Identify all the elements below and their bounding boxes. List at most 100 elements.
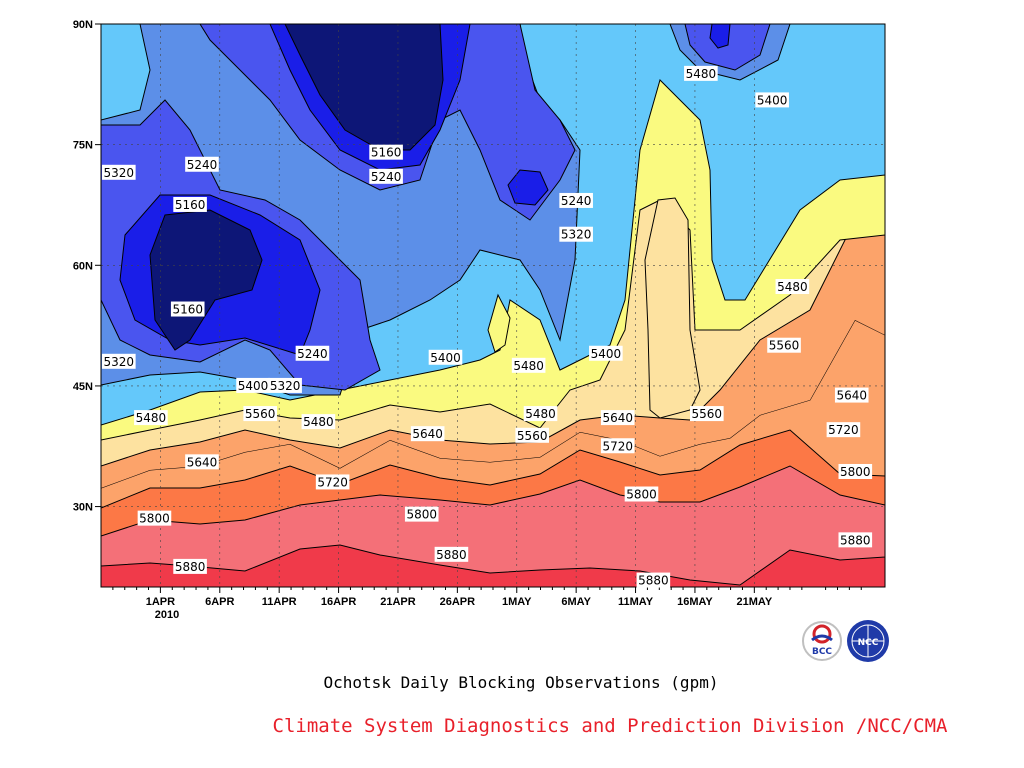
cell-5240-26apr [507, 169, 549, 206]
ncc-logo: NCC [847, 620, 889, 662]
contour-label: 5480 [523, 406, 558, 422]
contour-label-text: 5480 [525, 407, 556, 421]
y-axis: 30N 45N 60N 75N 90N [73, 19, 101, 514]
contour-label: 5640 [834, 387, 869, 403]
contour-label-text: 5720 [317, 475, 348, 489]
x-tick-label: 1MAY [502, 596, 532, 608]
contour-label-bg [134, 410, 168, 426]
contour-label: 5880 [173, 558, 207, 574]
contour-label: 5640 [600, 410, 635, 426]
contour-label: 5880 [434, 546, 469, 562]
x-tick-label: 6APR [205, 596, 234, 608]
contour-label-bg [170, 301, 205, 317]
contour-label-text: 5400 [591, 347, 622, 361]
contour-label-bg [301, 414, 336, 430]
contour-label-text: 5880 [175, 560, 206, 574]
contour-label-text: 5320 [104, 355, 135, 369]
contour-label-bg [268, 377, 302, 393]
contour-label-bg [185, 156, 219, 172]
contour-label-text: 5400 [757, 93, 788, 107]
ncc-logo-label: NCC [858, 638, 879, 648]
contour-label: 5560 [243, 406, 277, 422]
cell-upper-left-5400 [101, 24, 151, 121]
contour-label-bg [173, 558, 207, 574]
contour-label-bg [434, 546, 469, 562]
y-tick-label: 60N [73, 260, 93, 272]
contour-label: 5880 [838, 532, 873, 548]
contour-label-text: 5880 [436, 548, 467, 562]
chart-title: Ochotsk Daily Blocking Observations (gpm… [324, 673, 719, 692]
contour-label-text: 5800 [626, 488, 657, 502]
contour-label-bg [559, 192, 593, 208]
contour-label-bg [589, 345, 623, 361]
contour-label: 5240 [185, 156, 219, 172]
contour-label: 5240 [295, 345, 330, 361]
contour-label: 5240 [559, 192, 593, 208]
contour-label-bg [102, 353, 136, 369]
contour-label: 5400 [236, 377, 270, 393]
x-tick-label: 11MAY [618, 596, 654, 608]
contour-label-text: 5160 [172, 303, 203, 317]
contour-label-text: 5400 [238, 379, 269, 393]
bcc-logo-label: BCC [812, 647, 832, 657]
contour-label-bg [315, 474, 350, 490]
y-tick-label: 90N [73, 19, 93, 31]
contour-label: 5880 [636, 572, 671, 588]
contour-label: 5240 [369, 168, 403, 184]
contour-label: 5640 [185, 454, 219, 470]
y-tick-label: 45N [73, 381, 93, 393]
contour-label: 5640 [410, 426, 445, 442]
contour-label-text: 5400 [430, 351, 461, 365]
x-tick-label: 1APR [146, 596, 175, 608]
contour-label: 5800 [624, 486, 659, 502]
contour-label-text: 5240 [297, 347, 328, 361]
contour-label: 5560 [515, 427, 549, 443]
contour-label-text: 5880 [840, 533, 871, 547]
contour-label-text: 5320 [104, 166, 135, 180]
contour-label: 5400 [755, 92, 789, 108]
x-tick-label: 26APR [440, 596, 476, 608]
y-tick-label: 30N [73, 502, 93, 514]
x-tick-label: 21APR [380, 596, 416, 608]
contour-label: 5560 [767, 337, 801, 353]
contour-label: 5320 [102, 353, 136, 369]
contour-label-bg [767, 337, 801, 353]
contour-label-text: 5800 [139, 512, 170, 526]
contour-label-bg [404, 506, 439, 522]
contour-label-text: 5560 [769, 339, 800, 353]
credit-line: Climate System Diagnostics and Predictio… [273, 715, 948, 737]
contour-label-bg [600, 438, 635, 454]
contour-label-bg [838, 463, 873, 479]
contour-label: 5480 [134, 410, 168, 426]
contour-label-bg [755, 92, 789, 108]
contour-label-text: 5480 [777, 280, 808, 294]
contour-label-bg [243, 406, 277, 422]
contour-label: 5160 [170, 301, 205, 317]
cell-upper-right-5240 [709, 24, 731, 49]
contour-label-bg [600, 410, 635, 426]
contour-label-bg [369, 144, 403, 160]
contour-label: 5480 [301, 414, 336, 430]
contour-label-text: 5480 [686, 67, 717, 81]
contour-label-text: 5240 [187, 158, 218, 172]
cell-5480-26apr [487, 293, 511, 353]
contour-label: 5720 [600, 438, 635, 454]
contour-label-bg [515, 427, 549, 443]
contour-label-text: 5560 [245, 407, 276, 421]
contour-label-bg [636, 572, 671, 588]
contour-label-text: 5480 [136, 411, 167, 425]
contour-label-bg [684, 65, 718, 81]
contour-label-text: 5240 [561, 194, 592, 208]
contour-label-bg [428, 349, 463, 365]
contour-label: 5320 [102, 164, 136, 180]
contour-label-bg [559, 226, 593, 242]
contour-label-bg [838, 532, 873, 548]
contour-label-bg [102, 164, 136, 180]
contour-label: 5480 [684, 65, 718, 81]
contour-label-bg [185, 454, 219, 470]
x-tick-label: 16MAY [677, 596, 713, 608]
contour-label: 5480 [511, 357, 546, 373]
contour-label-text: 5720 [828, 423, 859, 437]
contour-label: 5160 [173, 196, 207, 212]
